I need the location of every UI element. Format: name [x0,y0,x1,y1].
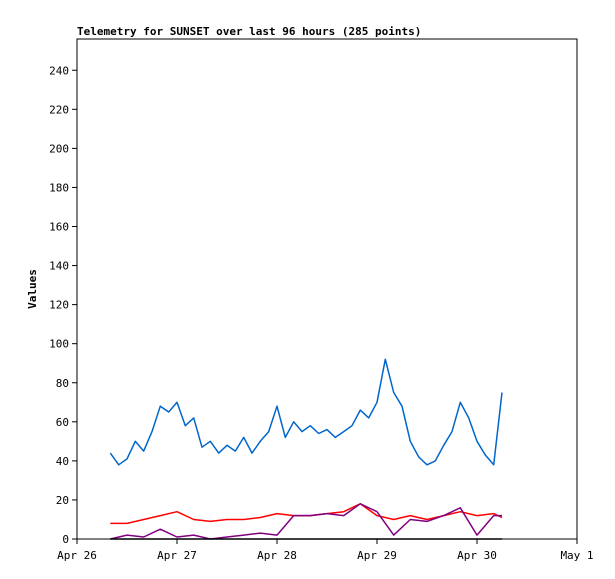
y-axis-ticks: 0 20 40 60 80 100 120 140 160 180 200 220 240 [49,64,77,546]
y-tick-label: 100 [49,338,69,351]
x-tick-label: Apr 27 [157,549,197,562]
y-tick-label: 120 [49,299,69,312]
x-tick-label: Apr 26 [57,549,97,562]
y-axis-label: Values [26,269,39,309]
y-tick-label: 20 [56,494,69,507]
chart-title: Telemetry for SUNSET over last 96 hours … [77,25,421,38]
y-tick-label: 60 [56,416,69,429]
x-axis-ticks: Apr 26 Apr 27 Apr 28 Apr 29 Apr 30 May 1 [57,539,594,562]
y-tick-label: 180 [49,181,69,194]
y-tick-label: 160 [49,221,69,234]
x-tick-label: Apr 30 [457,549,497,562]
x-tick-label: Apr 28 [257,549,297,562]
y-tick-label: 40 [56,455,69,468]
series-line-0 [109,358,503,466]
y-tick-label: 80 [56,377,69,390]
x-tick-label: May 1 [560,549,593,562]
x-tick-label: Apr 29 [357,549,397,562]
series-line-2 [110,503,502,540]
y-tick-label: 220 [49,103,69,116]
series-lines [109,358,503,540]
y-tick-label: 240 [49,64,69,77]
series-line-1 [110,503,503,525]
y-tick-label: 140 [49,260,69,273]
plot-frame [76,38,578,540]
y-tick-label: 0 [62,533,69,546]
y-tick-label: 200 [49,142,69,155]
